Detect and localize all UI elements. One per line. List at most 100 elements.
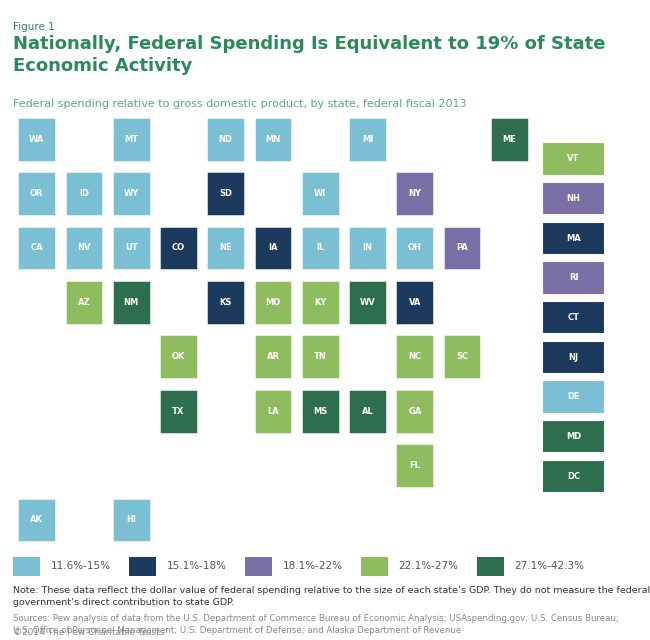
Text: KY: KY (314, 298, 326, 307)
FancyBboxPatch shape (159, 226, 198, 270)
Text: WA: WA (29, 134, 44, 144)
FancyBboxPatch shape (13, 557, 40, 576)
Text: MS: MS (313, 406, 328, 416)
FancyBboxPatch shape (254, 117, 292, 161)
Text: AK: AK (30, 515, 43, 525)
Text: IN: IN (363, 243, 372, 253)
Text: WI: WI (314, 189, 326, 198)
Text: VT: VT (567, 154, 580, 163)
FancyBboxPatch shape (64, 226, 103, 270)
Text: NY: NY (408, 189, 421, 198)
Text: LA: LA (267, 406, 279, 416)
FancyBboxPatch shape (542, 182, 605, 215)
Text: CO: CO (172, 243, 185, 253)
FancyBboxPatch shape (395, 389, 434, 433)
Text: Figure 1: Figure 1 (13, 22, 55, 33)
Text: ND: ND (219, 134, 233, 144)
Text: TX: TX (172, 406, 185, 416)
FancyBboxPatch shape (206, 117, 245, 161)
Text: CA: CA (31, 243, 43, 253)
Text: 27.1%-42.3%: 27.1%-42.3% (514, 561, 584, 572)
Text: SD: SD (219, 189, 232, 198)
Text: Nationally, Federal Spending Is Equivalent to 19% of State
Economic Activity: Nationally, Federal Spending Is Equivale… (13, 35, 606, 75)
Text: KS: KS (220, 298, 232, 307)
FancyBboxPatch shape (159, 335, 198, 379)
FancyBboxPatch shape (112, 172, 151, 216)
Text: NJ: NJ (569, 353, 578, 362)
Text: 22.1%-27%: 22.1%-27% (398, 561, 458, 572)
Text: NH: NH (567, 194, 580, 203)
FancyBboxPatch shape (395, 226, 434, 270)
FancyBboxPatch shape (64, 280, 103, 324)
FancyBboxPatch shape (490, 117, 528, 161)
FancyBboxPatch shape (206, 280, 245, 324)
Text: ID: ID (79, 189, 89, 198)
FancyBboxPatch shape (301, 389, 340, 433)
FancyBboxPatch shape (443, 226, 482, 270)
Text: DC: DC (567, 472, 580, 481)
Text: AR: AR (266, 352, 280, 362)
Text: AL: AL (361, 406, 373, 416)
Text: NE: NE (220, 243, 232, 253)
Text: IA: IA (268, 243, 278, 253)
Text: HI: HI (126, 515, 136, 525)
FancyBboxPatch shape (542, 380, 605, 413)
Text: OR: OR (30, 189, 44, 198)
FancyBboxPatch shape (348, 226, 387, 270)
Text: Federal spending relative to gross domestic product, by state, federal fiscal 20: Federal spending relative to gross domes… (13, 99, 467, 109)
FancyBboxPatch shape (301, 226, 340, 270)
Text: MT: MT (124, 134, 138, 144)
FancyBboxPatch shape (254, 226, 292, 270)
Text: DE: DE (567, 392, 580, 401)
Text: UT: UT (125, 243, 138, 253)
FancyBboxPatch shape (395, 172, 434, 216)
FancyBboxPatch shape (18, 172, 56, 216)
Text: AZ: AZ (77, 298, 90, 307)
Text: NM: NM (124, 298, 139, 307)
FancyBboxPatch shape (64, 172, 103, 216)
FancyBboxPatch shape (254, 335, 292, 379)
FancyBboxPatch shape (542, 301, 605, 334)
FancyBboxPatch shape (129, 557, 156, 576)
FancyBboxPatch shape (301, 335, 340, 379)
FancyBboxPatch shape (18, 226, 56, 270)
FancyBboxPatch shape (395, 280, 434, 324)
FancyBboxPatch shape (542, 420, 605, 453)
Text: WY: WY (124, 189, 139, 198)
FancyBboxPatch shape (206, 226, 245, 270)
Text: ME: ME (502, 134, 516, 144)
Text: VA: VA (409, 298, 421, 307)
FancyBboxPatch shape (112, 498, 151, 542)
Text: WV: WV (359, 298, 376, 307)
FancyBboxPatch shape (112, 117, 151, 161)
Text: FL: FL (410, 461, 421, 470)
FancyBboxPatch shape (206, 172, 245, 216)
Text: OK: OK (172, 352, 185, 362)
FancyBboxPatch shape (395, 444, 434, 488)
FancyBboxPatch shape (443, 335, 482, 379)
Text: NV: NV (77, 243, 90, 253)
Text: RI: RI (569, 273, 578, 282)
FancyBboxPatch shape (159, 389, 198, 433)
FancyBboxPatch shape (348, 389, 387, 433)
FancyBboxPatch shape (542, 460, 605, 493)
FancyBboxPatch shape (542, 340, 605, 374)
Text: SC: SC (456, 352, 468, 362)
Text: 11.6%-15%: 11.6%-15% (51, 561, 111, 572)
Text: MN: MN (265, 134, 281, 144)
FancyBboxPatch shape (395, 335, 434, 379)
FancyBboxPatch shape (542, 261, 605, 294)
Text: MA: MA (566, 234, 581, 243)
Text: MD: MD (566, 432, 581, 441)
Text: MO: MO (265, 298, 281, 307)
FancyBboxPatch shape (18, 117, 56, 161)
Text: Note: These data reflect the dollar value of federal spending relative to the si: Note: These data reflect the dollar valu… (13, 586, 650, 607)
FancyBboxPatch shape (361, 557, 387, 576)
Text: 18.1%-22%: 18.1%-22% (282, 561, 343, 572)
Text: ©2014 The Pew Charitable Trusts: ©2014 The Pew Charitable Trusts (13, 628, 164, 637)
FancyBboxPatch shape (477, 557, 504, 576)
Text: PA: PA (456, 243, 468, 253)
FancyBboxPatch shape (18, 498, 56, 542)
FancyBboxPatch shape (348, 280, 387, 324)
Text: MI: MI (362, 134, 373, 144)
